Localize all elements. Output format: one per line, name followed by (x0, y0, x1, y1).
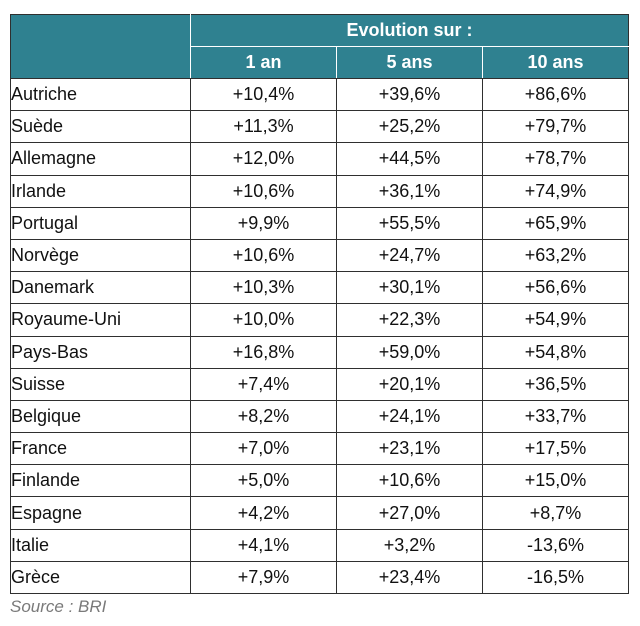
header-col-5-ans: 5 ans (336, 46, 483, 79)
table-row: Pays-Bas +16,8% +59,0% +54,8% (10, 335, 630, 369)
value-5-ans-cell: +24,7% (336, 238, 483, 273)
value-1-an-cell: +10,3% (190, 271, 337, 305)
table-row: Irlande +10,6% +36,1% +74,9% (10, 174, 630, 208)
value-5-ans-cell: +55,5% (336, 206, 483, 240)
country-cell: Portugal (10, 206, 191, 240)
value-1-an-cell: +4,1% (190, 528, 337, 562)
value-10-ans-cell: +54,9% (481, 303, 630, 337)
value-1-an-cell: +10,6% (190, 174, 337, 208)
source-note: Source : BRI (10, 597, 107, 616)
value-5-ans-cell: +24,1% (336, 399, 483, 434)
table-row: Belgique +8,2% +24,1% +33,7% (10, 399, 630, 434)
country-cell: Danemark (10, 271, 191, 305)
value-5-ans-cell: +59,0% (336, 335, 483, 369)
country-cell: Italie (10, 528, 191, 562)
value-1-an-cell: +7,4% (190, 367, 337, 401)
header-group-label: Evolution sur : (189, 14, 630, 47)
country-cell: Suède (10, 110, 191, 144)
country-cell: France (10, 432, 191, 466)
country-cell: Norvège (10, 238, 191, 273)
value-10-ans-cell: +36,5% (481, 367, 630, 401)
evolution-table: Evolution sur : 1 an 5 ans 10 ans Autric… (10, 14, 630, 595)
value-10-ans-cell: +65,9% (481, 206, 630, 240)
table-row: Royaume-Uni +10,0% +22,3% +54,9% (10, 303, 630, 337)
value-10-ans-cell: -16,5% (481, 560, 630, 595)
table-row: Italie +4,1% +3,2% -13,6% (10, 528, 630, 562)
country-cell: Finlande (10, 464, 191, 498)
value-5-ans-cell: +10,6% (336, 464, 483, 498)
value-5-ans-cell: +20,1% (336, 367, 483, 401)
country-cell: Espagne (10, 496, 191, 530)
value-5-ans-cell: +27,0% (336, 496, 483, 530)
table-row: Suisse +7,4% +20,1% +36,5% (10, 367, 630, 401)
value-5-ans-cell: +36,1% (336, 174, 483, 208)
header-corner-cell (10, 14, 191, 79)
value-10-ans-cell: +79,7% (481, 110, 630, 144)
value-10-ans-cell: +15,0% (481, 464, 630, 498)
value-10-ans-cell: +17,5% (481, 432, 630, 466)
table-row: France +7,0% +23,1% +17,5% (10, 432, 630, 466)
value-10-ans-cell: +74,9% (481, 174, 630, 208)
value-1-an-cell: +9,9% (190, 206, 337, 240)
table-row: Danemark +10,3% +30,1% +56,6% (10, 271, 630, 305)
value-10-ans-cell: +86,6% (481, 77, 630, 112)
value-5-ans-cell: +3,2% (336, 528, 483, 562)
table-row: Allemagne +12,0% +44,5% +78,7% (10, 142, 630, 176)
country-cell: Belgique (10, 399, 191, 434)
value-10-ans-cell: +56,6% (481, 271, 630, 305)
table-row: Portugal +9,9% +55,5% +65,9% (10, 206, 630, 240)
value-1-an-cell: +10,0% (190, 303, 337, 337)
table-row: Grèce +7,9% +23,4% -16,5% (10, 560, 630, 595)
table-header: Evolution sur : 1 an 5 ans 10 ans (10, 14, 630, 79)
header-col-1-an: 1 an (190, 46, 337, 79)
value-10-ans-cell: +63,2% (481, 238, 630, 273)
value-5-ans-cell: +39,6% (336, 77, 483, 112)
value-1-an-cell: +10,6% (190, 238, 337, 273)
table-row: Suède +11,3% +25,2% +79,7% (10, 110, 630, 144)
value-1-an-cell: +8,2% (190, 399, 337, 434)
value-10-ans-cell: +78,7% (481, 142, 630, 176)
table-row: Espagne +4,2% +27,0% +8,7% (10, 496, 630, 530)
value-5-ans-cell: +25,2% (336, 110, 483, 144)
value-10-ans-cell: -13,6% (481, 528, 630, 562)
country-cell: Royaume-Uni (10, 303, 191, 337)
country-cell: Allemagne (10, 142, 191, 176)
table-row: Norvège +10,6% +24,7% +63,2% (10, 238, 630, 273)
value-1-an-cell: +10,4% (190, 77, 337, 112)
table-row: Finlande +5,0% +10,6% +15,0% (10, 464, 630, 498)
table-body: Autriche +10,4% +39,6% +86,6% Suède +11,3% +25… (10, 77, 630, 595)
value-5-ans-cell: +44,5% (336, 142, 483, 176)
country-cell: Suisse (10, 367, 191, 401)
value-1-an-cell: +16,8% (190, 335, 337, 369)
table-row: Autriche +10,4% +39,6% +86,6% (10, 77, 630, 112)
value-10-ans-cell: +33,7% (481, 399, 630, 434)
value-1-an-cell: +11,3% (190, 110, 337, 144)
value-1-an-cell: +5,0% (190, 464, 337, 498)
country-cell: Irlande (10, 174, 191, 208)
country-cell: Grèce (10, 560, 191, 595)
value-1-an-cell: +12,0% (190, 142, 337, 176)
value-10-ans-cell: +8,7% (481, 496, 630, 530)
header-col-10-ans: 10 ans (481, 46, 630, 79)
value-1-an-cell: +4,2% (190, 496, 337, 530)
value-10-ans-cell: +54,8% (481, 335, 630, 369)
country-cell: Autriche (10, 77, 191, 112)
value-5-ans-cell: +30,1% (336, 271, 483, 305)
value-1-an-cell: +7,9% (190, 560, 337, 595)
value-5-ans-cell: +22,3% (336, 303, 483, 337)
value-5-ans-cell: +23,1% (336, 432, 483, 466)
value-5-ans-cell: +23,4% (336, 560, 483, 595)
country-cell: Pays-Bas (10, 335, 191, 369)
value-1-an-cell: +7,0% (190, 432, 337, 466)
